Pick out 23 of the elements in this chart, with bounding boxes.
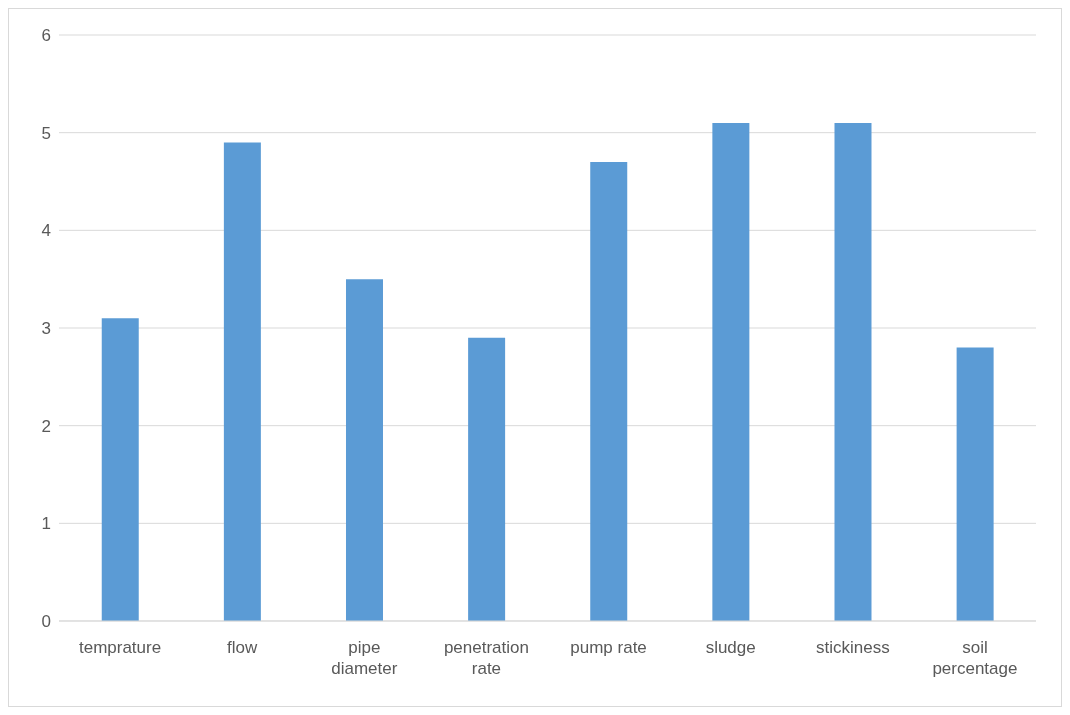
y-tick-label: 1 [41, 514, 51, 534]
bar [101, 318, 139, 621]
x-tick-label: sludge [705, 638, 756, 657]
y-tick-label: 6 [41, 26, 51, 46]
x-tick-label: stickiness [815, 638, 890, 657]
y-tick-label: 0 [41, 612, 51, 632]
bar [345, 279, 383, 621]
y-tick-label: 5 [41, 123, 51, 143]
bar [468, 337, 506, 621]
bar [956, 347, 994, 621]
bar [834, 122, 872, 621]
y-tick-label: 3 [41, 319, 51, 339]
x-tick-label: pipe diameter [331, 638, 398, 678]
x-tick-label: soil percentage [932, 638, 1018, 678]
y-tick-label: 2 [41, 416, 51, 436]
x-tick-label: penetration rate [443, 638, 529, 678]
x-tick-label: pump rate [570, 638, 647, 657]
bar [590, 161, 628, 621]
y-tick-label: 4 [41, 221, 51, 241]
x-tick-label: temprature [78, 638, 162, 657]
bar [712, 122, 750, 621]
x-tick-label: flow [227, 638, 259, 657]
bar [223, 142, 261, 621]
